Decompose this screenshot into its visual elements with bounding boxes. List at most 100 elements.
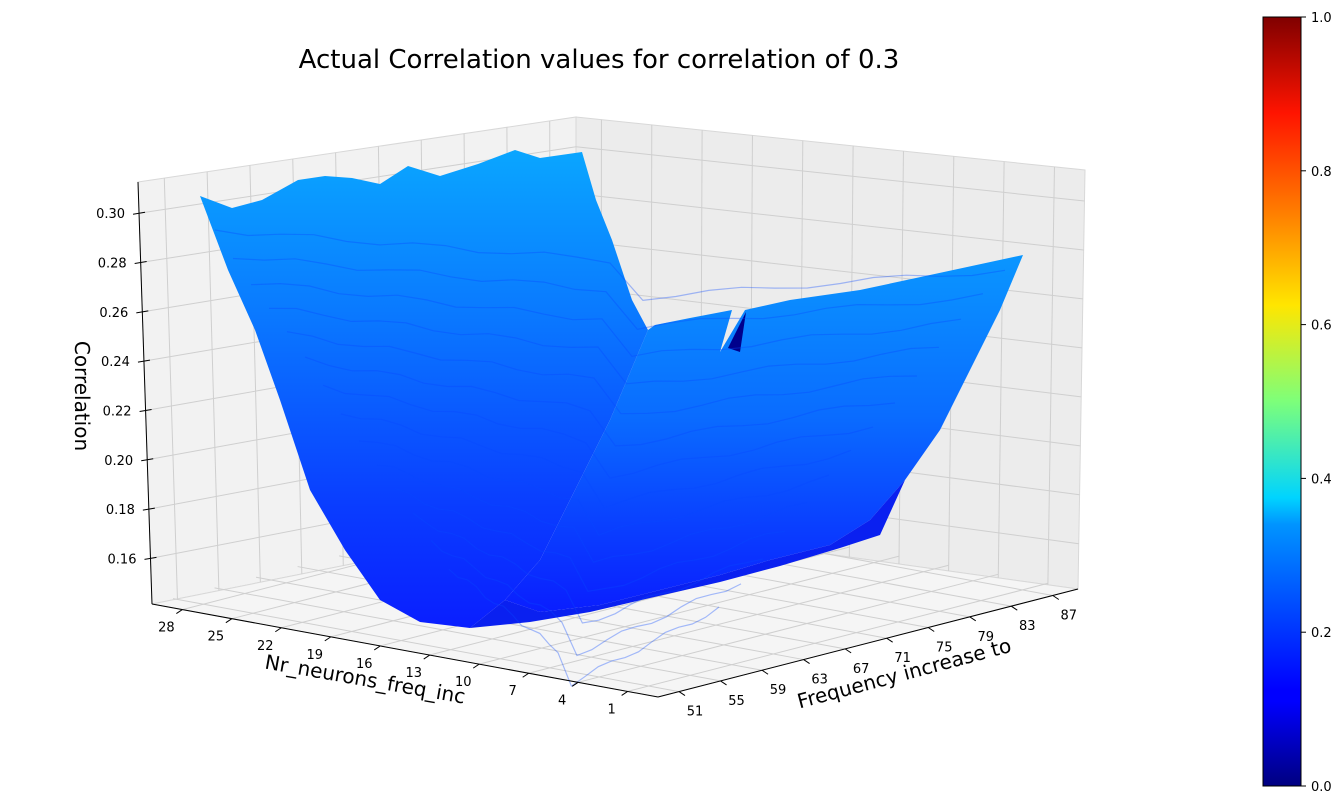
surface-band xyxy=(214,229,1006,302)
surface-shading-bands xyxy=(214,229,1006,688)
surface-band xyxy=(250,282,962,358)
y-tick-label: 7 xyxy=(509,684,517,699)
y-gridline-floor xyxy=(627,582,1048,692)
axis-lines xyxy=(137,181,1079,698)
z-tick-mark xyxy=(141,458,154,462)
x-tick-label: 51 xyxy=(687,705,704,720)
colorbar-tick-label: 1.0 xyxy=(1311,11,1332,26)
z-axis-line xyxy=(137,181,153,605)
y-tick-mark xyxy=(275,627,282,633)
surface-band xyxy=(448,568,720,688)
y-tick-label: 28 xyxy=(158,621,175,636)
y-gridline-floor xyxy=(578,573,999,683)
z-tick-mark xyxy=(142,507,155,511)
y-gridline-floor xyxy=(528,564,949,674)
z-tick-label: 0.28 xyxy=(98,257,127,272)
x-tick-label: 59 xyxy=(770,683,787,698)
z-tick-label: 0.16 xyxy=(108,552,137,567)
z-tick-mark xyxy=(134,261,147,265)
x-tick-label: 71 xyxy=(894,651,911,666)
z-tick-label: 0.26 xyxy=(99,306,128,321)
y-tick-label: 1 xyxy=(607,702,615,717)
y-axis-ticks: 28 25 22 19 16 13 10 7 4 1 xyxy=(158,609,628,717)
colorbar-tick-label: 0.6 xyxy=(1311,319,1332,334)
z-tick-mark xyxy=(137,359,151,363)
surface-band xyxy=(304,356,896,447)
x-gridline-wall xyxy=(1047,166,1055,585)
y-gridline-wall xyxy=(163,178,178,599)
x-gridline-floor xyxy=(172,598,680,693)
surface-band xyxy=(232,257,984,331)
colorbar-tick-label: 0.4 xyxy=(1311,472,1332,487)
x-tick-mark xyxy=(720,680,727,686)
y-tick-mark xyxy=(176,609,183,614)
x-tick-label: 83 xyxy=(1019,619,1036,634)
y-tick-mark xyxy=(621,691,628,696)
y-tick-label: 4 xyxy=(558,693,566,708)
z-tick-mark xyxy=(136,310,149,314)
colorbar-tick-label: 0.2 xyxy=(1311,626,1332,641)
chart-title: Actual Correlation values for correlatio… xyxy=(299,45,900,75)
x-tick-label: 63 xyxy=(811,673,828,688)
surface-left-slope xyxy=(200,150,648,628)
x-tick-label: 87 xyxy=(1061,608,1078,623)
x-gridline-floor xyxy=(214,587,721,682)
correlation-surface xyxy=(200,150,1023,688)
surface-band xyxy=(358,440,830,536)
x-tick-mark xyxy=(844,648,852,654)
x-tick-mark xyxy=(1052,595,1060,600)
surface-band xyxy=(430,539,742,657)
y-tick-label: 22 xyxy=(257,639,274,654)
colorbar-tick-label: 0.0 xyxy=(1311,780,1332,795)
z-tick-label: 0.18 xyxy=(106,503,135,518)
y-gridline-wall xyxy=(206,171,220,591)
colorbar-ticks: 0.0 0.2 0.4 0.6 0.8 1.0 xyxy=(1301,11,1332,795)
colorbar-gradient xyxy=(1262,16,1302,787)
x-axis-line xyxy=(657,588,1079,698)
x-tick-mark xyxy=(803,659,810,664)
x-tick-label: 67 xyxy=(853,662,870,677)
y-tick-mark xyxy=(225,618,233,624)
y-tick-label: 16 xyxy=(356,657,373,672)
y-axis-line xyxy=(151,603,659,698)
y-tick-mark xyxy=(571,681,579,687)
colorbar: 0.0 0.2 0.4 0.6 0.8 1.0 xyxy=(1262,11,1332,795)
surface-band xyxy=(394,487,786,592)
x-tick-mark xyxy=(969,616,977,622)
y-tick-label: 25 xyxy=(208,630,225,645)
surface-band xyxy=(268,307,940,385)
y-tick-label: 13 xyxy=(405,666,422,681)
surface-band xyxy=(322,384,874,479)
z-tick-label: 0.22 xyxy=(103,404,132,419)
z-tick-mark xyxy=(139,408,152,412)
y-tick-mark xyxy=(373,645,381,651)
y-tick-mark xyxy=(472,663,480,669)
y-gridline-floor xyxy=(479,555,900,665)
z-tick-label: 0.20 xyxy=(104,454,133,469)
y-tick-label: 19 xyxy=(307,648,324,663)
surface-band xyxy=(376,464,808,563)
z-axis-ticks: 0.30 0.28 0.26 0.24 0.22 0.20 0.18 0.16 xyxy=(96,207,157,567)
z-axis-label: Correlation xyxy=(70,341,94,451)
surface-band xyxy=(412,512,764,624)
surface-band xyxy=(340,413,852,509)
surface-anomaly-spike xyxy=(728,312,746,352)
z-tick-label: 0.30 xyxy=(96,207,125,222)
surface-right-slope xyxy=(505,255,1023,612)
y-tick-mark xyxy=(324,636,332,642)
x-axis-ticks: 51 55 59 63 67 71 75 79 83 87 xyxy=(678,595,1078,720)
x-tick-label: 79 xyxy=(977,630,994,645)
surface-front-edge xyxy=(470,480,905,628)
x-gridline-wall xyxy=(997,161,1005,578)
z-tick-mark xyxy=(144,556,157,560)
y-tick-mark xyxy=(423,654,431,660)
y-tick-label: 10 xyxy=(455,675,472,690)
x-tick-label: 55 xyxy=(728,694,745,709)
x-tick-mark xyxy=(886,637,893,643)
x-tick-label: 75 xyxy=(936,641,953,656)
x-tick-mark xyxy=(927,627,935,632)
z-tick-mark xyxy=(132,211,146,215)
x-tick-mark xyxy=(678,691,686,697)
surface-band xyxy=(286,331,918,415)
